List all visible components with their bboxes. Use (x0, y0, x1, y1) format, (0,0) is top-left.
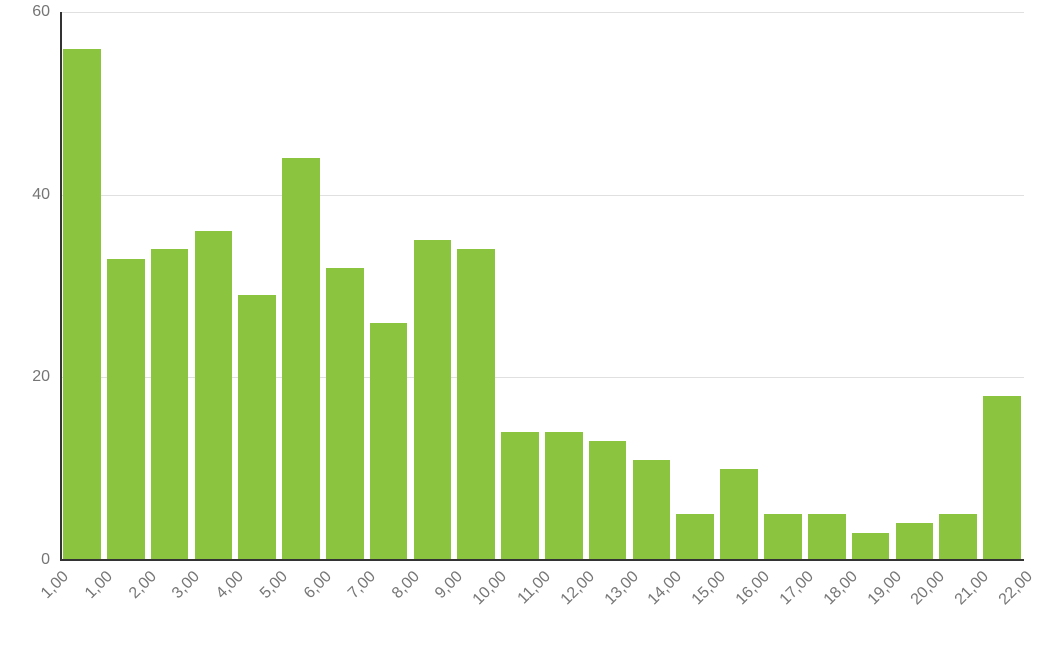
bar (720, 469, 758, 560)
x-tick-label: 1,00 (38, 568, 73, 603)
bar (107, 259, 145, 560)
x-tick-label: 12,00 (557, 568, 598, 609)
bar-slot (892, 12, 936, 560)
bar-slot (849, 12, 893, 560)
bars-container (60, 12, 1024, 560)
bar (633, 460, 671, 560)
bar (282, 158, 320, 560)
bar (151, 249, 189, 560)
bar-slot (104, 12, 148, 560)
x-tick-label: 19,00 (864, 568, 905, 609)
bar (457, 249, 495, 560)
bar-slot (717, 12, 761, 560)
bar (896, 523, 934, 560)
x-tick-label: 3,00 (169, 568, 204, 603)
bar-slot (454, 12, 498, 560)
bar-chart: 0 20 40 60 1,00 1,00 2,003,00 4,00 5,00 6,00 7,00… (0, 0, 1042, 645)
x-tick-label: 1,00 (82, 568, 117, 603)
bar (195, 231, 233, 560)
bar (238, 295, 276, 560)
bar-slot (148, 12, 192, 560)
bar (414, 240, 452, 560)
bar-slot (630, 12, 674, 560)
bar (63, 49, 101, 560)
bar (983, 396, 1021, 560)
x-tick-label: 18,00 (820, 568, 861, 609)
bar-slot (673, 12, 717, 560)
y-tick-label: 0 (41, 551, 50, 569)
y-axis-line (60, 12, 62, 560)
x-tick-label: 20,00 (908, 568, 949, 609)
bar-slot (586, 12, 630, 560)
x-tick-label: 16,00 (733, 568, 774, 609)
bar-slot (411, 12, 455, 560)
x-tick-label: 11,00 (515, 568, 555, 608)
y-tick-label: 40 (32, 186, 50, 204)
bar-slot (323, 12, 367, 560)
x-tick-label: 2,00 (126, 568, 161, 603)
y-tick-label: 60 (32, 3, 50, 21)
x-tick-label: 13,00 (601, 568, 642, 609)
bar-slot (60, 12, 104, 560)
bar (370, 323, 408, 560)
bar-slot (936, 12, 980, 560)
bar-slot (542, 12, 586, 560)
bar (589, 441, 627, 560)
bar (939, 514, 977, 560)
x-tick-label: 17,00 (777, 568, 818, 609)
bar-slot (235, 12, 279, 560)
x-tick-label: 21,00 (952, 568, 993, 609)
x-tick-label: 10,00 (470, 568, 511, 609)
x-tick-label: 5,00 (257, 568, 292, 603)
bar-slot (279, 12, 323, 560)
x-tick-label: 4,00 (213, 568, 248, 603)
bar (808, 514, 846, 560)
x-tick-label: 7,00 (345, 568, 380, 603)
bar-slot (805, 12, 849, 560)
x-tick-label: 8,00 (389, 568, 424, 603)
x-tick-label: 15,00 (689, 568, 730, 609)
x-tick-label: 9,00 (432, 568, 467, 603)
bar-slot (980, 12, 1024, 560)
x-axis-line (60, 559, 1024, 561)
y-tick-label: 20 (32, 368, 50, 386)
x-tick-label: 6,00 (301, 568, 336, 603)
bar (326, 268, 364, 560)
bar (764, 514, 802, 560)
bar-slot (498, 12, 542, 560)
bar-slot (191, 12, 235, 560)
bar (545, 432, 583, 560)
x-tick-label: 22,00 (996, 568, 1037, 609)
bar-slot (761, 12, 805, 560)
bar (676, 514, 714, 560)
bar (852, 533, 890, 560)
bar-slot (367, 12, 411, 560)
x-tick-label: 14,00 (645, 568, 686, 609)
plot-area: 0204060 1,001,002,003,004,005,006,007,00… (60, 12, 1024, 560)
bar (501, 432, 539, 560)
